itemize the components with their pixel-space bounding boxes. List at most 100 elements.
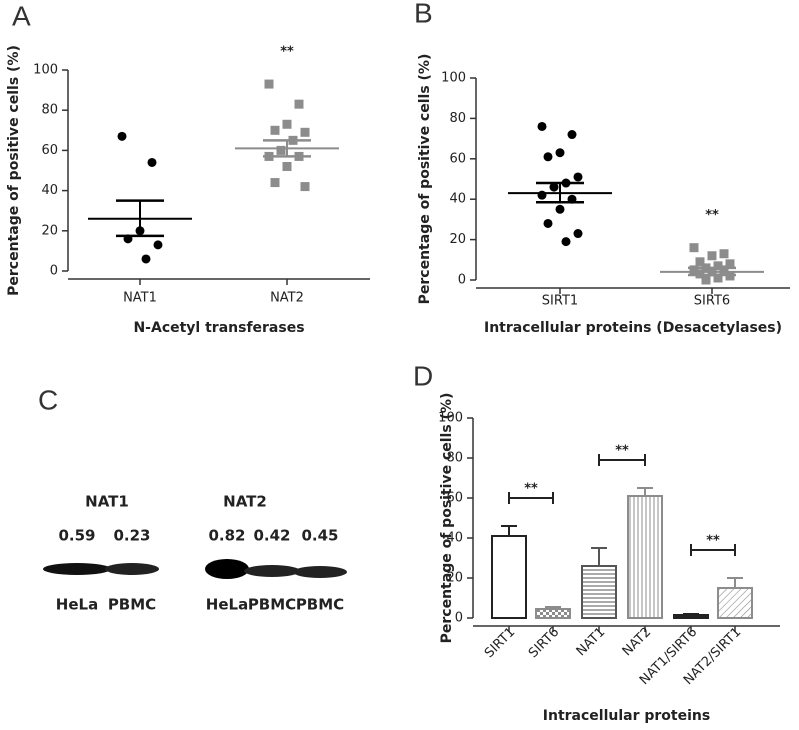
x-tick-label: SIRT1 [542,294,578,309]
blot-band [244,565,300,577]
panel: B 0 20 40 60 80 100 Percentage of positive cell… [414,0,790,336]
blot-band [205,559,249,579]
data-point [725,259,735,269]
y-tick-label: 100 [441,71,466,86]
panel: A 0 20 40 60 80 100 Percentage of positive cell… [6,0,370,336]
data-point [282,119,292,129]
lane-label: HeLa [56,596,98,614]
y-tick-label: 20 [446,571,463,586]
x-tick-label: NAT1 [123,291,157,306]
x-axis-title: Intracellular proteins (Desacetylases) [484,320,782,336]
lane-label: HeLa [206,596,248,614]
y-tick-label: 0 [455,611,463,626]
data-point [561,237,571,247]
panel-letter: A [12,0,31,31]
data-point [264,79,274,89]
x-tick-label: SIRT6 [526,625,562,661]
data-point [555,204,565,214]
data-point [567,130,577,140]
x-tick-label: SIRT6 [694,294,730,309]
blot-ratio: 0.45 [301,527,338,545]
y-tick-label: 100 [438,411,463,426]
lane-label: PBMC [248,596,296,614]
lane-label: PBMC [296,596,344,614]
blot-band [293,566,347,578]
data-point [555,148,565,158]
x-tick-label: SIRT1 [482,625,518,661]
data-point [719,265,729,275]
data-point [707,251,717,261]
data-point [300,127,310,137]
significance: ** [706,534,720,549]
y-tick-label: 100 [33,63,58,78]
data-point [573,229,583,239]
y-tick-label: 20 [41,223,58,238]
data-point [689,243,699,253]
y-tick-label: 40 [446,531,463,546]
data-point [701,275,711,285]
blot-ratio: 0.59 [58,527,95,545]
data-point [689,265,699,275]
data-point [270,178,280,188]
significance: ** [524,482,538,497]
data-point [573,172,583,182]
data-point [549,182,559,192]
data-point [153,240,163,250]
x-tick-label: NAT2 [620,625,655,660]
blot-ratio: 0.42 [253,527,290,545]
blot-band [105,563,159,575]
data-point [543,218,553,228]
y-tick-label: 80 [446,451,463,466]
panel-letter: C [38,384,58,415]
x-tick-label: NAT1 [574,625,609,660]
blot-band [43,563,111,575]
data-point [282,161,292,171]
blot-ratio: 0.82 [208,527,245,545]
data-point [300,182,310,192]
data-point [543,152,553,162]
significance-bracket [598,454,646,466]
data-point [537,190,547,200]
x-tick-label: NAT2 [270,291,304,306]
data-point [537,121,547,131]
y-tick-label: 20 [449,232,466,247]
significance: ** [615,444,629,459]
blot-title: NAT2 [223,493,267,511]
data-point [147,157,157,167]
bar [717,587,753,619]
data-point [719,249,729,259]
data-point [276,145,286,155]
data-point [713,261,723,271]
y-tick-label: 60 [41,143,58,158]
y-axis-title: Percentage of positive cells (%) [6,45,22,296]
y-tick-label: 40 [449,192,466,207]
y-tick-label: 0 [458,273,466,288]
significance-bracket [690,544,736,556]
data-point [294,99,304,109]
bar [581,565,617,619]
x-axis-title: Intracellular proteins [543,708,710,724]
blot-ratio: 0.23 [113,527,150,545]
y-tick-label: 80 [41,103,58,118]
y-axis-title: Percentage of positive cells (%) [439,393,455,644]
bar [491,535,527,619]
y-tick-label: 60 [446,491,463,506]
y-tick-label: 40 [41,183,58,198]
panel-letter: D [413,360,433,391]
data-point [695,257,705,267]
data-point [713,273,723,283]
x-axis-title: N-Acetyl transferases [133,320,304,336]
y-tick-label: 60 [449,151,466,166]
significance: ** [705,208,719,223]
lane-label: PBMC [108,596,156,614]
y-tick-label: 80 [449,111,466,126]
data-point [141,254,151,264]
blot-title: NAT1 [85,493,129,511]
panel-letter: B [414,0,433,28]
panel-c: C [38,384,347,579]
y-tick-label: 0 [50,264,58,279]
data-point [117,131,127,141]
significance-bracket [508,492,554,504]
